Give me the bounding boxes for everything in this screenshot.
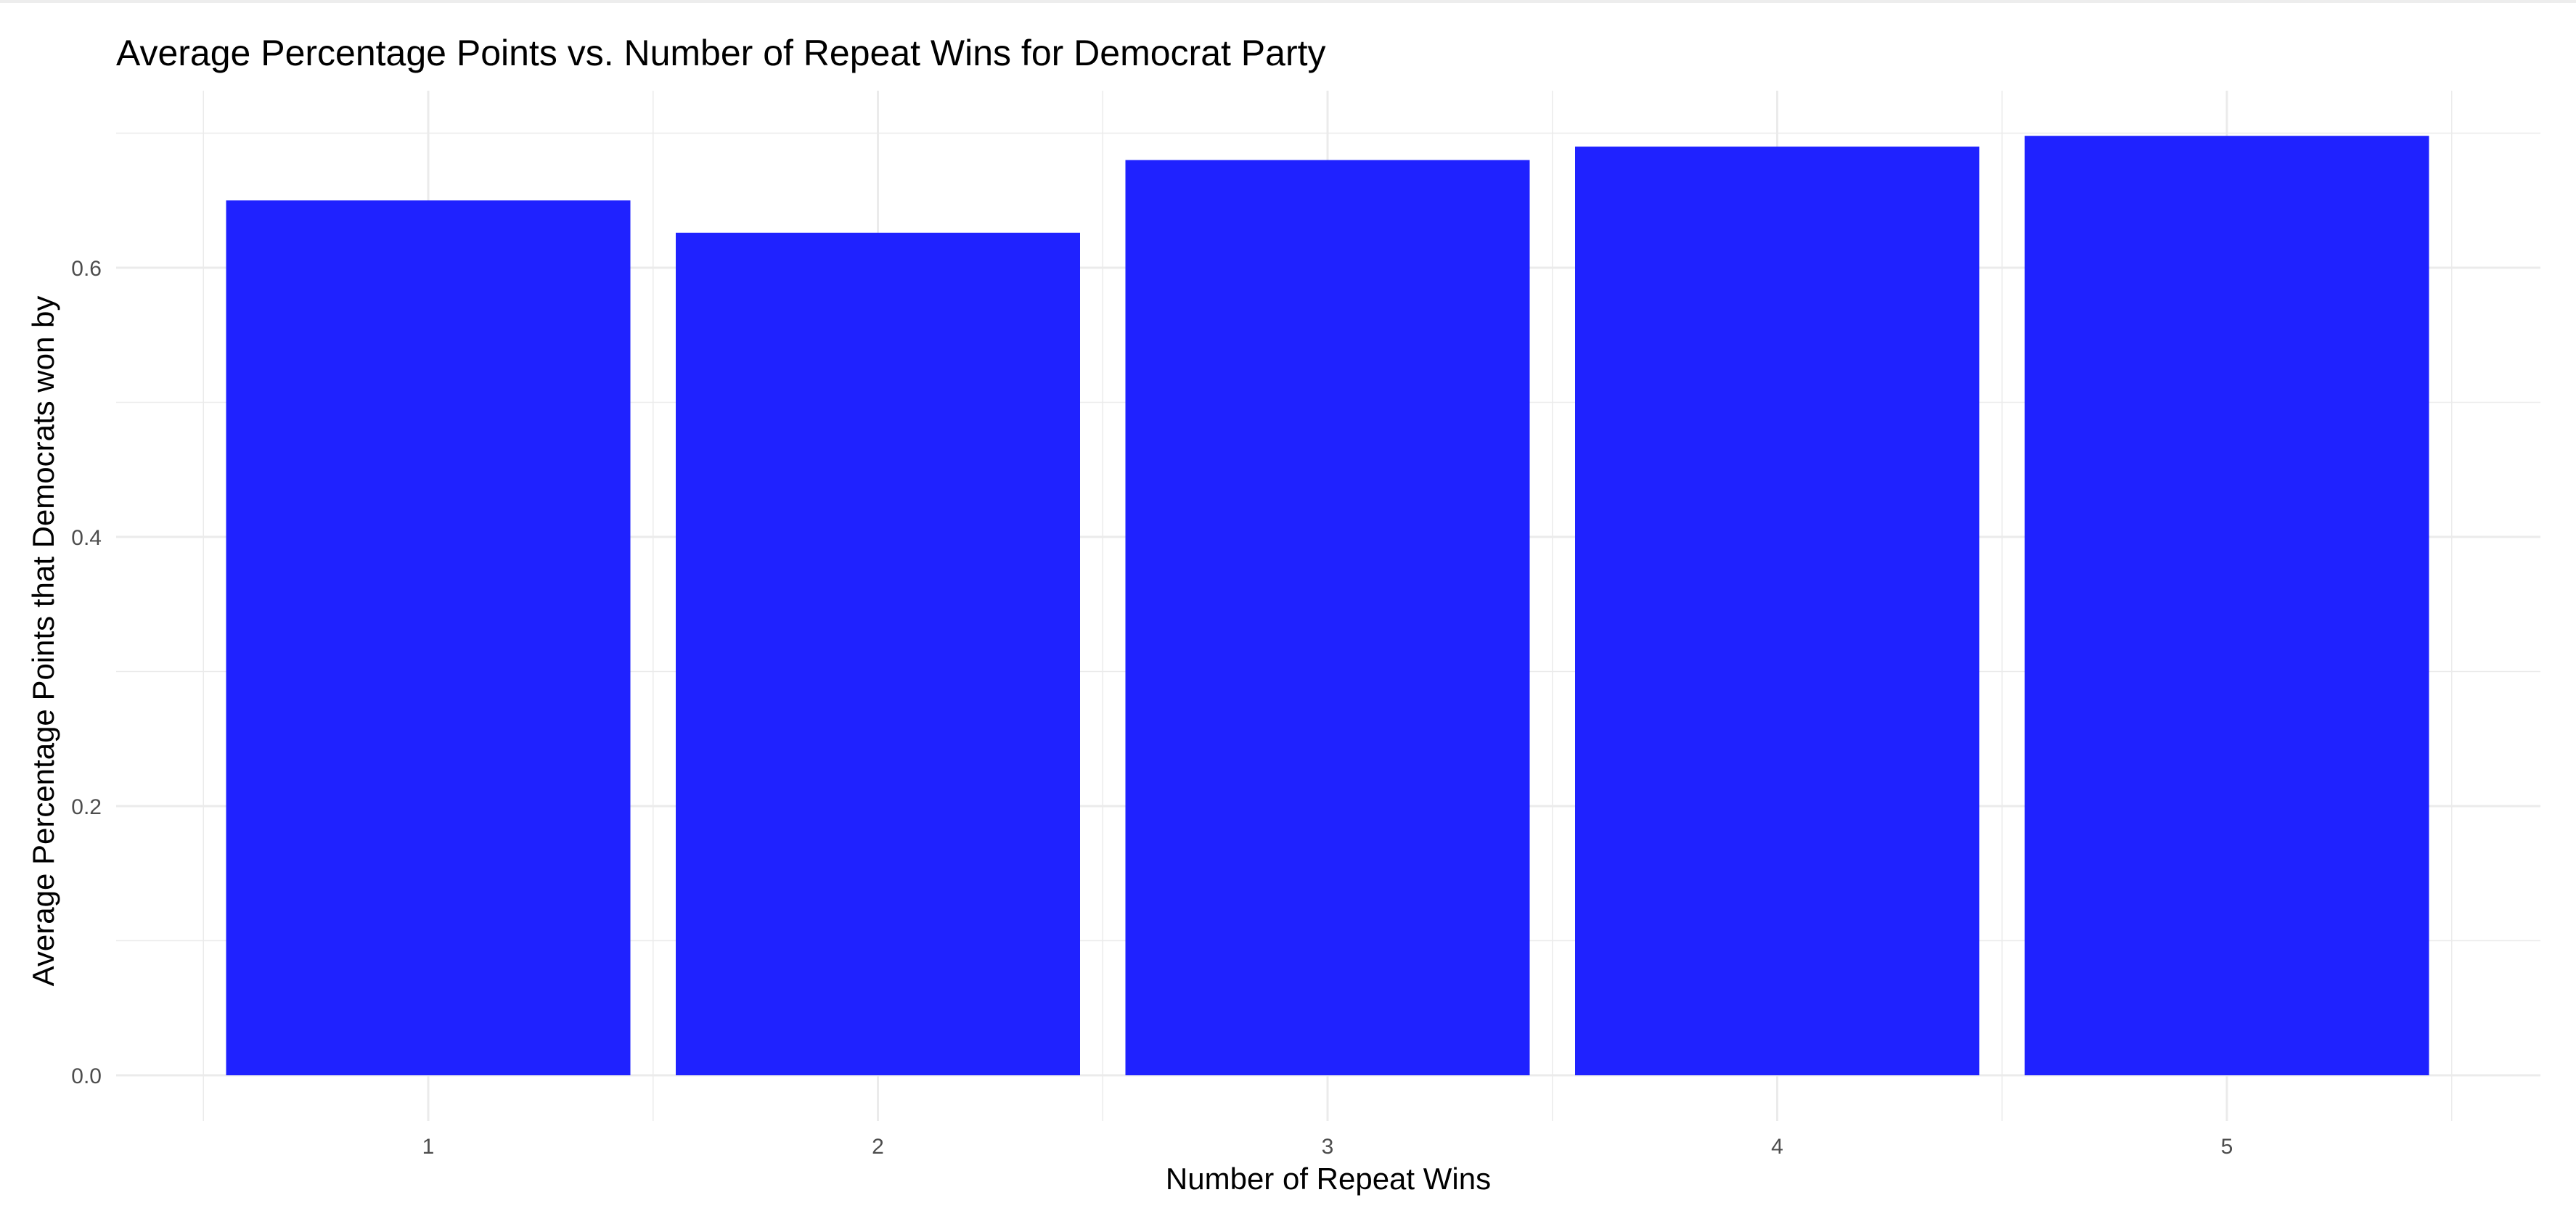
bar-4 (1575, 147, 1979, 1075)
y-axis-title: Average Percentage Points that Democrats… (26, 296, 60, 987)
x-tick-label: 5 (2221, 1135, 2233, 1159)
x-tick-label: 3 (1322, 1135, 1334, 1159)
x-tick-label: 4 (1771, 1135, 1783, 1159)
y-tick-label: 0.2 (71, 795, 102, 819)
x-tick-label: 2 (872, 1135, 884, 1159)
y-tick-label: 0.0 (71, 1064, 102, 1088)
y-tick-label: 0.4 (71, 526, 102, 550)
bar-2 (676, 232, 1080, 1075)
y-tick-label: 0.6 (71, 257, 102, 281)
bars (226, 136, 2429, 1076)
bar-5 (2024, 136, 2429, 1076)
chart-title: Average Percentage Points vs. Number of … (116, 33, 1326, 73)
bar-1 (226, 200, 631, 1075)
x-axis-ticks: 1 2 3 4 5 (422, 1135, 2233, 1159)
x-axis-title: Number of Repeat Wins (1166, 1162, 1491, 1196)
y-axis-ticks: 0.0 0.2 0.4 0.6 (71, 257, 102, 1088)
bar-3 (1125, 160, 1530, 1076)
top-border (0, 0, 2576, 3)
x-tick-label: 1 (422, 1135, 435, 1159)
